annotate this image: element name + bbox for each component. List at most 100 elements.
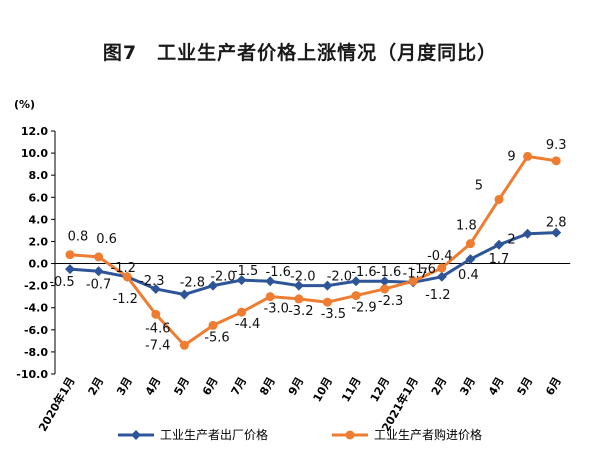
data-point [379,276,390,287]
x-tick-label: 2020年1月 [35,375,77,434]
y-tick-label: 0.0 [29,258,49,271]
data-point [237,307,247,317]
legend-label: 工业生产者出厂价格 [160,427,268,442]
data-label: 5 [475,178,483,193]
data-label: -1.6 [411,262,436,277]
x-tick-label: 2月 [86,375,107,398]
data-label: -2.3 [139,274,164,289]
legend-marker [345,430,355,440]
data-point [351,276,361,287]
data-label: 9 [507,149,515,164]
y-tick-label: 6.0 [29,191,49,204]
data-label: 9.3 [546,138,567,153]
x-tick-label: 12月 [368,375,392,404]
data-label: -1.2 [113,292,138,307]
data-point [437,263,447,273]
data-label: -1.6 [351,265,376,280]
series-lines [69,154,557,347]
series-line [69,231,557,296]
data-point [65,264,75,275]
data-point [494,239,504,250]
data-point [494,194,504,204]
x-tick-label: 6月 [543,375,564,398]
x-tick-label: 6月 [200,375,221,398]
data-label: -1.2 [425,288,450,303]
y-tick-label: -4.0 [24,302,48,315]
x-tick-label: 5月 [515,375,536,398]
x-tick-label: 3月 [457,375,478,398]
data-label: -2.0 [210,270,235,285]
data-point [551,156,561,166]
data-label: -5.6 [204,330,229,345]
x-tick-label: 2月 [429,375,450,398]
data-point [93,266,104,277]
data-point [465,254,476,265]
data-point [265,292,275,302]
data-label: -2.0 [327,270,352,285]
legend: 工业生产者出厂价格 工业生产者购进价格 [118,427,482,442]
y-tick-label: 12.0 [21,125,48,138]
data-point [294,294,304,304]
data-point [179,340,189,350]
chart-title: 图7 工业生产者价格上涨情况（月度同比） [102,42,498,64]
data-point [523,151,533,161]
data-point [465,239,475,249]
x-tick-label: 10月 [311,375,335,404]
data-label: -3.2 [288,304,313,319]
data-label: -0.5 [49,275,74,290]
data-point [322,280,333,291]
data-point [208,320,218,330]
data-label: -1.2 [111,261,136,276]
data-point [122,272,132,282]
data-label: -1.5 [233,264,258,279]
y-axis-label: (%) [14,98,35,111]
data-label: -0.7 [86,277,111,292]
data-point [322,297,332,307]
x-tick-label: 4月 [143,375,164,398]
data-point [522,228,533,239]
x-tick-label: 3月 [114,375,135,398]
y-tick-label: -2.0 [24,280,48,293]
data-labels: -0.5 -0.7-1.2-2.3 -2.8 -2.0-1.5 -1.6 -2.0 -2.0… [49,138,566,353]
data-point [150,283,161,294]
y-tick-label: 4.0 [29,213,49,226]
data-point [380,284,390,294]
data-point [408,276,418,286]
data-label: -1.6 [376,265,401,280]
data-label: -0.4 [427,249,452,264]
data-label: 1.7 [489,252,510,267]
data-label: -4.6 [145,321,170,336]
y-tick-label: -6.0 [24,324,48,337]
data-label: -2.0 [290,270,315,285]
data-point [265,276,276,287]
y-tick-label: 10.0 [21,147,48,160]
data-label: -2.9 [351,301,376,316]
data-point [208,280,218,291]
x-tick-label: 5月 [171,375,192,398]
data-point [151,309,161,319]
y-tick-label: -8.0 [24,346,48,359]
data-label: -1.7 [403,266,428,281]
data-label: -3.5 [321,307,346,322]
data-label: 0.6 [96,232,117,247]
x-tick-label: 7月 [229,375,250,398]
data-point [179,289,190,300]
data-label: -7.4 [145,338,170,353]
legend-label: 工业生产者购进价格 [374,427,482,442]
data-point [436,271,447,282]
data-point [65,250,75,260]
data-point [236,275,247,286]
data-label: -3.0 [264,302,289,317]
data-point [293,280,304,291]
data-label: 0.4 [458,268,479,283]
data-label: 2 [507,233,515,248]
data-label: -2.3 [378,294,403,309]
series-markers [65,151,562,350]
axes [51,130,571,375]
x-tick-label: 9月 [286,375,307,398]
data-label: -4.4 [235,317,260,332]
data-label: -2.8 [180,275,205,290]
data-point [351,291,361,301]
data-label: 0.8 [68,230,89,245]
